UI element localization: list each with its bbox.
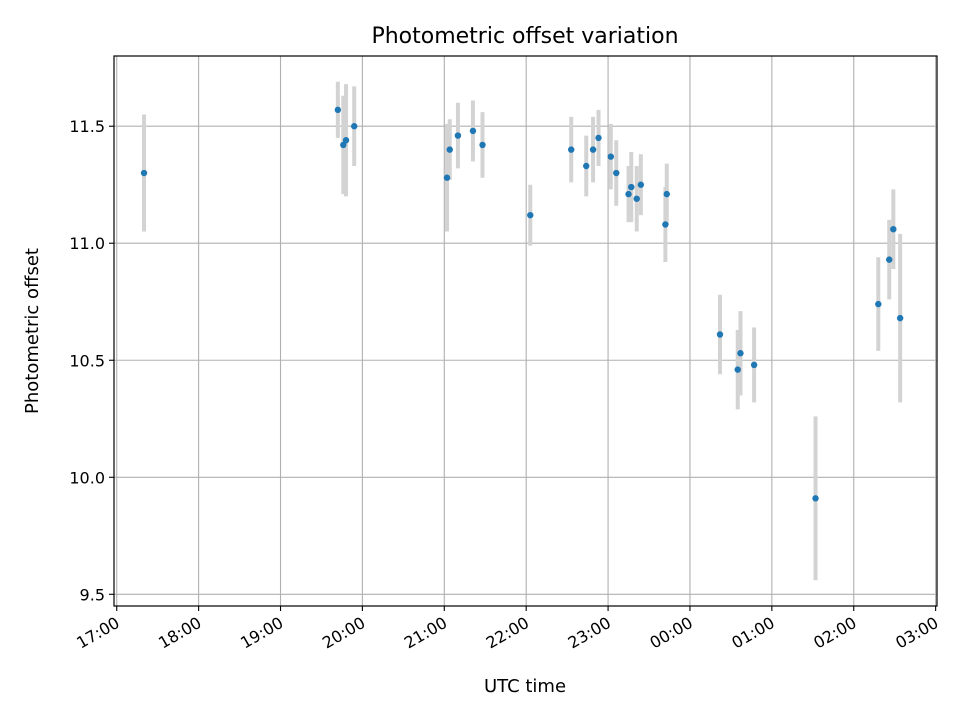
error-bars: [142, 81, 903, 581]
y-tick-label: 10.5: [69, 351, 105, 370]
data-point: [334, 106, 342, 114]
x-tick-label: 22:00: [483, 613, 532, 653]
data-point: [583, 162, 590, 170]
y-tick-label: 11.0: [69, 234, 105, 253]
data-point: [607, 153, 615, 160]
data-point: [595, 134, 602, 142]
data-point: [663, 190, 670, 198]
data-point: [454, 132, 462, 139]
x-tick-label: 03:00: [892, 613, 941, 653]
data-point: [568, 146, 575, 153]
x-tick-label: 00:00: [647, 613, 696, 653]
x-tick-label: 17:00: [73, 613, 122, 653]
chart-title: Photometric offset variation: [371, 24, 678, 49]
data-point: [446, 146, 453, 153]
x-tick-label: 01:00: [728, 613, 777, 653]
data-point: [812, 495, 819, 502]
data-point: [613, 169, 620, 177]
data-point: [890, 225, 897, 233]
y-tick-label: 11.5: [69, 117, 105, 136]
data-point: [469, 127, 477, 135]
data-points: [140, 106, 904, 502]
y-tick-label: 10.0: [69, 468, 105, 487]
data-point: [716, 331, 724, 338]
data-point: [527, 211, 534, 219]
data-point: [633, 195, 640, 202]
data-point: [140, 169, 148, 177]
data-point: [886, 256, 893, 263]
x-tick-label: 19:00: [237, 613, 286, 653]
data-point: [737, 350, 744, 357]
x-tick-label: 21:00: [401, 613, 450, 653]
data-point: [589, 146, 597, 153]
data-point: [750, 361, 758, 369]
x-tick-label: 20:00: [319, 613, 368, 653]
grid: [114, 56, 937, 606]
data-point: [734, 366, 741, 373]
x-tick-label: 18:00: [155, 613, 204, 653]
data-point: [637, 181, 645, 188]
data-point: [625, 190, 632, 198]
data-point: [628, 183, 635, 191]
data-point: [896, 314, 904, 322]
data-point: [662, 221, 669, 228]
y-tick-label: 9.5: [80, 585, 105, 604]
x-tick-label: 02:00: [810, 613, 859, 653]
data-point: [351, 123, 358, 130]
data-point: [479, 141, 486, 149]
y-axis-label: Photometric offset: [22, 248, 43, 414]
data-point: [875, 300, 882, 308]
y-axis-ticks: 9.5 10.0 10.5 11.0 11.5: [69, 117, 114, 604]
x-axis-label: UTC time: [484, 676, 566, 697]
data-point: [342, 137, 350, 144]
x-tick-label: 23:00: [565, 613, 614, 653]
data-point: [443, 174, 451, 181]
data-point: [340, 141, 347, 149]
x-axis-ticks: 17:00 18:00 19:00 20:00 21:00 22:00 23:00 00:00…: [73, 606, 942, 653]
plot-frame: [113, 55, 938, 607]
